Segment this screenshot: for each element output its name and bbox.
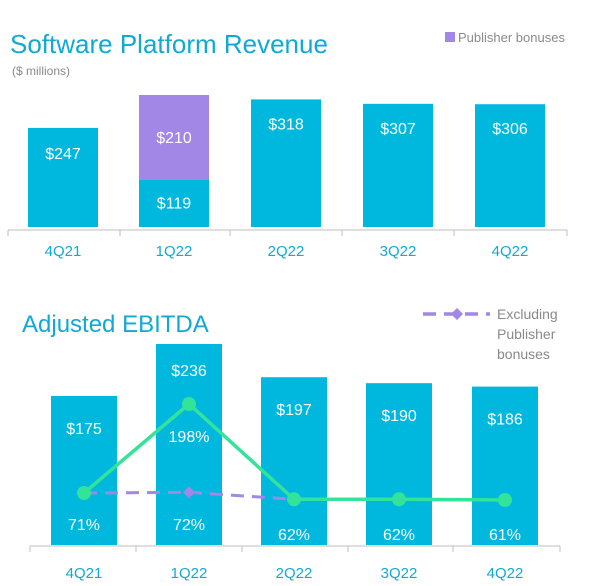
ebitda-margin-label: 62% [278, 527, 310, 544]
ebitda-value-label: $175 [66, 421, 102, 438]
ebitda-bar [261, 377, 327, 545]
ebitda-margin-label: 61% [489, 527, 521, 544]
excluding-legend-marker [451, 308, 463, 320]
revenue-bar [251, 99, 321, 227]
ebitda-category-label: 2Q22 [276, 565, 313, 582]
ebitda-value-label: $186 [487, 412, 523, 429]
ebitda-category-label: 1Q22 [171, 565, 208, 582]
revenue-bar [139, 179, 209, 227]
revenue-value-label: $307 [380, 121, 416, 138]
excluding-legend-line-1: Excluding [497, 306, 558, 322]
ebitda-bar [366, 383, 432, 545]
revenue-value-label: $119 [157, 195, 192, 212]
ebitda-margin-label: 198% [169, 429, 210, 446]
publisher-bonuses-legend-swatch [445, 32, 455, 42]
revenue-category-label: 4Q22 [492, 243, 529, 260]
excluding-publisher-point [183, 486, 195, 499]
revenue-value-label: $318 [268, 116, 304, 133]
revenue-bar [475, 104, 545, 227]
revenue-bar [363, 103, 433, 227]
revenue-value-label: $306 [492, 121, 528, 138]
excluding-legend-line-2: Publisher [497, 326, 556, 342]
ebitda-margin-point [182, 397, 196, 411]
ebitda-category-label: 4Q21 [66, 565, 103, 582]
ebitda-margin-point [287, 492, 301, 507]
excluding-legend-line-3: bonuses [497, 346, 550, 362]
publisher-bonuses-legend-label: Publisher bonuses [458, 30, 565, 45]
revenue-bar [28, 127, 98, 227]
ebitda-category-label: 3Q22 [381, 565, 418, 582]
revenue-category-label: 3Q22 [380, 243, 417, 260]
revenue-chart-title: Software Platform Revenue [10, 29, 328, 59]
ebitda-margin-point [77, 486, 91, 500]
ebitda-value-label: $197 [276, 402, 312, 419]
publisher-bonus-value-label: $210 [156, 130, 192, 147]
ebitda-margin-point [498, 493, 512, 507]
revenue-chart-marks: $247 4Q21 $210 $119 1Q22 $318 2Q22 $307 3Q22 $306… [7, 95, 568, 260]
ebitda-category-label: 4Q22 [487, 565, 524, 582]
publisher-bonus-bar [139, 95, 209, 180]
revenue-category-label: 2Q22 [268, 243, 305, 260]
ebitda-chart-marks: $175 $236 $197 $190 $186 71% 198% 62% 62% 61% 72% 4… [29, 344, 561, 582]
ebitda-value-label: $236 [171, 363, 207, 380]
excluding-publisher-label: 72% [173, 517, 205, 534]
excluding-legend-label: Excluding Publisher bonuses [497, 306, 558, 362]
revenue-chart-subtitle: ($ millions) [12, 64, 70, 78]
ebitda-bar [156, 344, 222, 545]
ebitda-bar [472, 386, 538, 545]
ebitda-value-label: $190 [381, 408, 417, 425]
revenue-category-label: 1Q22 [156, 243, 193, 260]
ebitda-margin-point [392, 492, 406, 507]
ebitda-bar [51, 395, 117, 545]
revenue-category-label: 4Q21 [45, 243, 82, 260]
revenue-value-label: $247 [45, 146, 81, 163]
ebitda-chart-title: Adjusted EBITDA [22, 311, 209, 338]
ebitda-margin-label: 62% [383, 527, 415, 544]
ebitda-margin-label: 71% [68, 517, 100, 534]
